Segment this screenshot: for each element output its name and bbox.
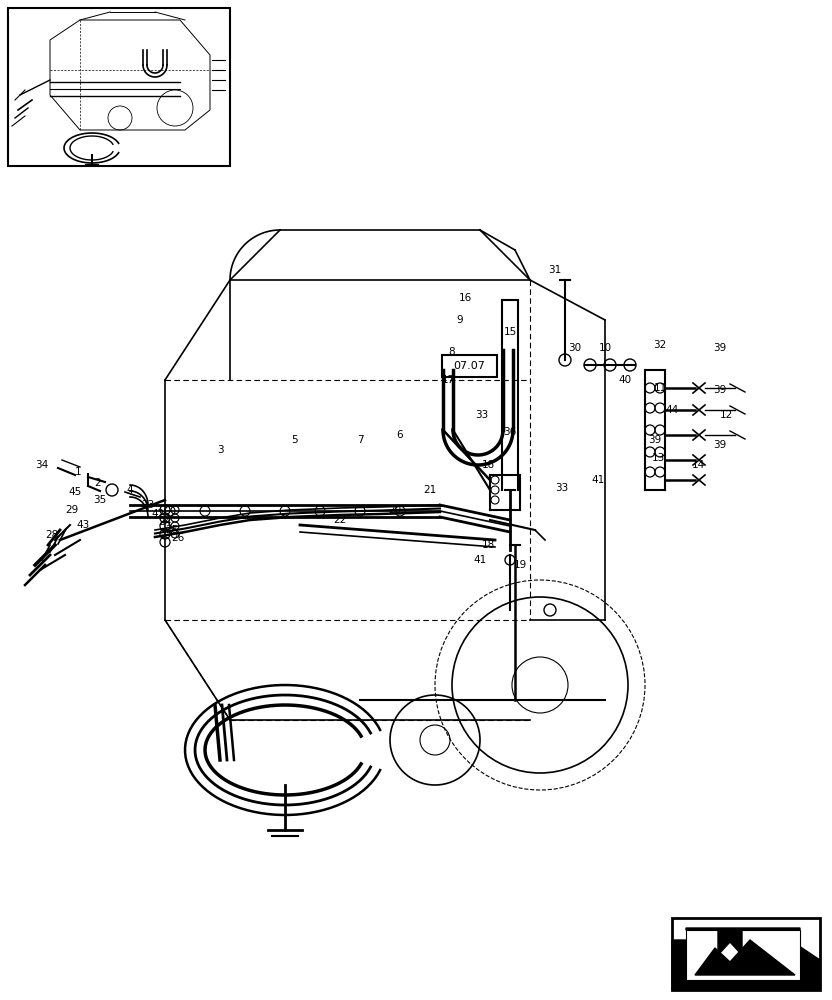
Text: 36: 36: [503, 427, 517, 437]
Text: 19: 19: [513, 560, 527, 570]
Polygon shape: [686, 930, 800, 980]
Circle shape: [544, 604, 556, 616]
Text: 23: 23: [141, 500, 155, 510]
Text: 39: 39: [713, 440, 726, 450]
Text: 11: 11: [653, 383, 666, 393]
Text: 12: 12: [720, 410, 733, 420]
Text: 39: 39: [648, 435, 661, 445]
Text: 3: 3: [216, 445, 223, 455]
Text: 5: 5: [292, 435, 299, 445]
Polygon shape: [686, 928, 800, 955]
Text: 32: 32: [653, 340, 666, 350]
FancyBboxPatch shape: [442, 355, 497, 377]
Text: 17: 17: [441, 375, 454, 385]
Text: 34: 34: [36, 460, 48, 470]
Bar: [8, 8, 230, 166]
Text: 1: 1: [75, 467, 82, 477]
Polygon shape: [672, 940, 820, 990]
Circle shape: [559, 354, 571, 366]
Text: 13: 13: [651, 453, 665, 463]
Text: 7: 7: [357, 435, 364, 445]
Text: 45: 45: [68, 487, 82, 497]
Text: 2: 2: [95, 478, 102, 488]
Circle shape: [395, 506, 405, 516]
Text: 18: 18: [482, 460, 495, 470]
Text: 30: 30: [568, 343, 582, 353]
Text: 6: 6: [397, 430, 404, 440]
Text: 41: 41: [592, 475, 605, 485]
Circle shape: [280, 506, 290, 516]
Circle shape: [240, 506, 250, 516]
Text: 15: 15: [503, 327, 517, 337]
Text: 25: 25: [166, 525, 179, 535]
Text: 20: 20: [389, 505, 402, 515]
Text: 26: 26: [171, 533, 185, 543]
Text: 39: 39: [713, 385, 726, 395]
Text: 39: 39: [713, 343, 726, 353]
Circle shape: [505, 555, 515, 565]
Text: 41: 41: [473, 555, 487, 565]
Text: 33: 33: [556, 483, 568, 493]
Text: 40: 40: [618, 375, 631, 385]
Circle shape: [355, 506, 365, 516]
Text: 9: 9: [457, 315, 463, 325]
Text: 35: 35: [93, 495, 106, 505]
Circle shape: [315, 506, 325, 516]
Text: 07.07: 07.07: [453, 361, 485, 371]
Text: 14: 14: [691, 460, 705, 470]
Text: 8: 8: [448, 347, 455, 357]
Text: 42: 42: [151, 509, 165, 519]
Text: 18: 18: [482, 540, 495, 550]
Text: 31: 31: [548, 265, 562, 275]
Text: 44: 44: [666, 405, 679, 415]
Text: 33: 33: [475, 410, 488, 420]
Text: 4: 4: [126, 485, 133, 495]
Text: 21: 21: [423, 485, 437, 495]
Text: 29: 29: [66, 505, 79, 515]
Text: 43: 43: [77, 520, 90, 530]
Text: 10: 10: [598, 343, 612, 353]
Text: 24: 24: [158, 517, 171, 527]
Text: 28: 28: [46, 530, 58, 540]
Text: 22: 22: [334, 515, 347, 525]
Polygon shape: [695, 940, 795, 975]
Circle shape: [200, 506, 210, 516]
Circle shape: [165, 506, 175, 516]
Bar: [672, 918, 820, 990]
Text: 16: 16: [458, 293, 472, 303]
